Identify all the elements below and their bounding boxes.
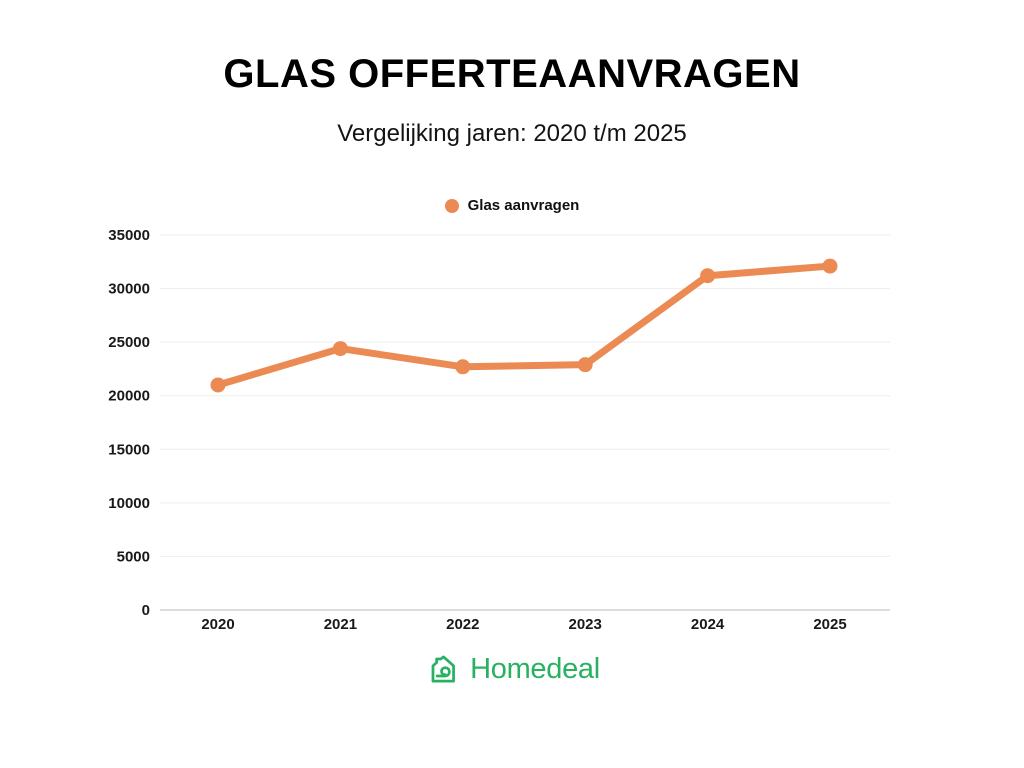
y-tick-label-15000: 15000 (108, 441, 150, 458)
chart-title: GLAS OFFERTEAANVRAGEN (223, 52, 801, 96)
data-point-2024[interactable] (700, 268, 716, 284)
x-tick-label-2025: 2025 (813, 616, 846, 633)
data-point-2025[interactable] (822, 258, 838, 274)
y-tick-label-30000: 30000 (108, 281, 150, 298)
y-tick-label-10000: 10000 (108, 495, 150, 512)
data-point-2022[interactable] (455, 359, 471, 375)
y-tick-label-0: 0 (142, 602, 150, 619)
data-point-2020[interactable] (210, 377, 226, 393)
legend[interactable]: Glas aanvragen (0, 197, 1024, 214)
data-point-2023[interactable] (577, 357, 593, 373)
x-tick-label-2024: 2024 (691, 616, 725, 633)
brand-wordmark: Homedeal (470, 652, 600, 685)
legend-marker-icon (444, 198, 459, 213)
legend-label: Glas aanvragen (467, 197, 580, 214)
x-tick-label-2021: 2021 (324, 616, 357, 633)
y-tick-label-5000: 5000 (117, 548, 150, 565)
data-point-2021[interactable] (332, 341, 348, 357)
x-tick-label-2020: 2020 (201, 616, 234, 633)
y-tick-label-35000: 35000 (108, 227, 150, 244)
chart-subtitle: Vergelijking jaren: 2020 t/m 2025 (337, 120, 687, 147)
brand-footer[interactable]: Homedeal (0, 650, 1024, 688)
homedeal-house-icon (431, 655, 456, 683)
series-line (214, 262, 834, 389)
x-tick-label-2023: 2023 (569, 616, 602, 633)
y-tick-label-20000: 20000 (108, 388, 150, 405)
x-tick-label-2022: 2022 (446, 616, 479, 633)
y-tick-label-25000: 25000 (108, 334, 150, 351)
